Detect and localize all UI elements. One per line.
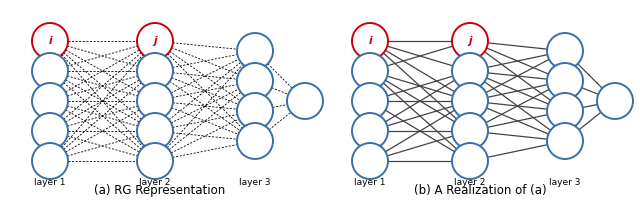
Text: layer 1: layer 1 — [35, 178, 66, 187]
Text: i: i — [368, 36, 372, 46]
Ellipse shape — [287, 83, 323, 119]
Text: layer 2: layer 2 — [140, 178, 171, 187]
Ellipse shape — [352, 53, 388, 89]
Ellipse shape — [452, 53, 488, 89]
Ellipse shape — [237, 123, 273, 159]
Ellipse shape — [237, 33, 273, 69]
Ellipse shape — [352, 23, 388, 59]
Ellipse shape — [547, 33, 583, 69]
Text: i: i — [48, 36, 52, 46]
Text: layer 3: layer 3 — [549, 178, 580, 187]
Ellipse shape — [452, 23, 488, 59]
Ellipse shape — [547, 63, 583, 99]
Ellipse shape — [137, 53, 173, 89]
Text: (a) RG Representation: (a) RG Representation — [94, 184, 226, 197]
Ellipse shape — [452, 143, 488, 179]
Ellipse shape — [237, 63, 273, 99]
Ellipse shape — [32, 23, 68, 59]
Ellipse shape — [137, 143, 173, 179]
Ellipse shape — [547, 123, 583, 159]
Ellipse shape — [32, 113, 68, 149]
Ellipse shape — [32, 53, 68, 89]
Ellipse shape — [547, 93, 583, 129]
Ellipse shape — [137, 23, 173, 59]
Ellipse shape — [137, 113, 173, 149]
Ellipse shape — [352, 113, 388, 149]
Text: layer 3: layer 3 — [239, 178, 271, 187]
Ellipse shape — [237, 93, 273, 129]
Text: layer 1: layer 1 — [355, 178, 386, 187]
Text: j: j — [153, 36, 157, 46]
Ellipse shape — [452, 83, 488, 119]
Ellipse shape — [32, 143, 68, 179]
Ellipse shape — [597, 83, 633, 119]
Ellipse shape — [352, 143, 388, 179]
Ellipse shape — [137, 83, 173, 119]
Text: (b) A Realization of (a): (b) A Realization of (a) — [413, 184, 547, 197]
Ellipse shape — [352, 83, 388, 119]
Text: layer 2: layer 2 — [454, 178, 486, 187]
Ellipse shape — [452, 113, 488, 149]
Ellipse shape — [32, 83, 68, 119]
Text: j: j — [468, 36, 472, 46]
